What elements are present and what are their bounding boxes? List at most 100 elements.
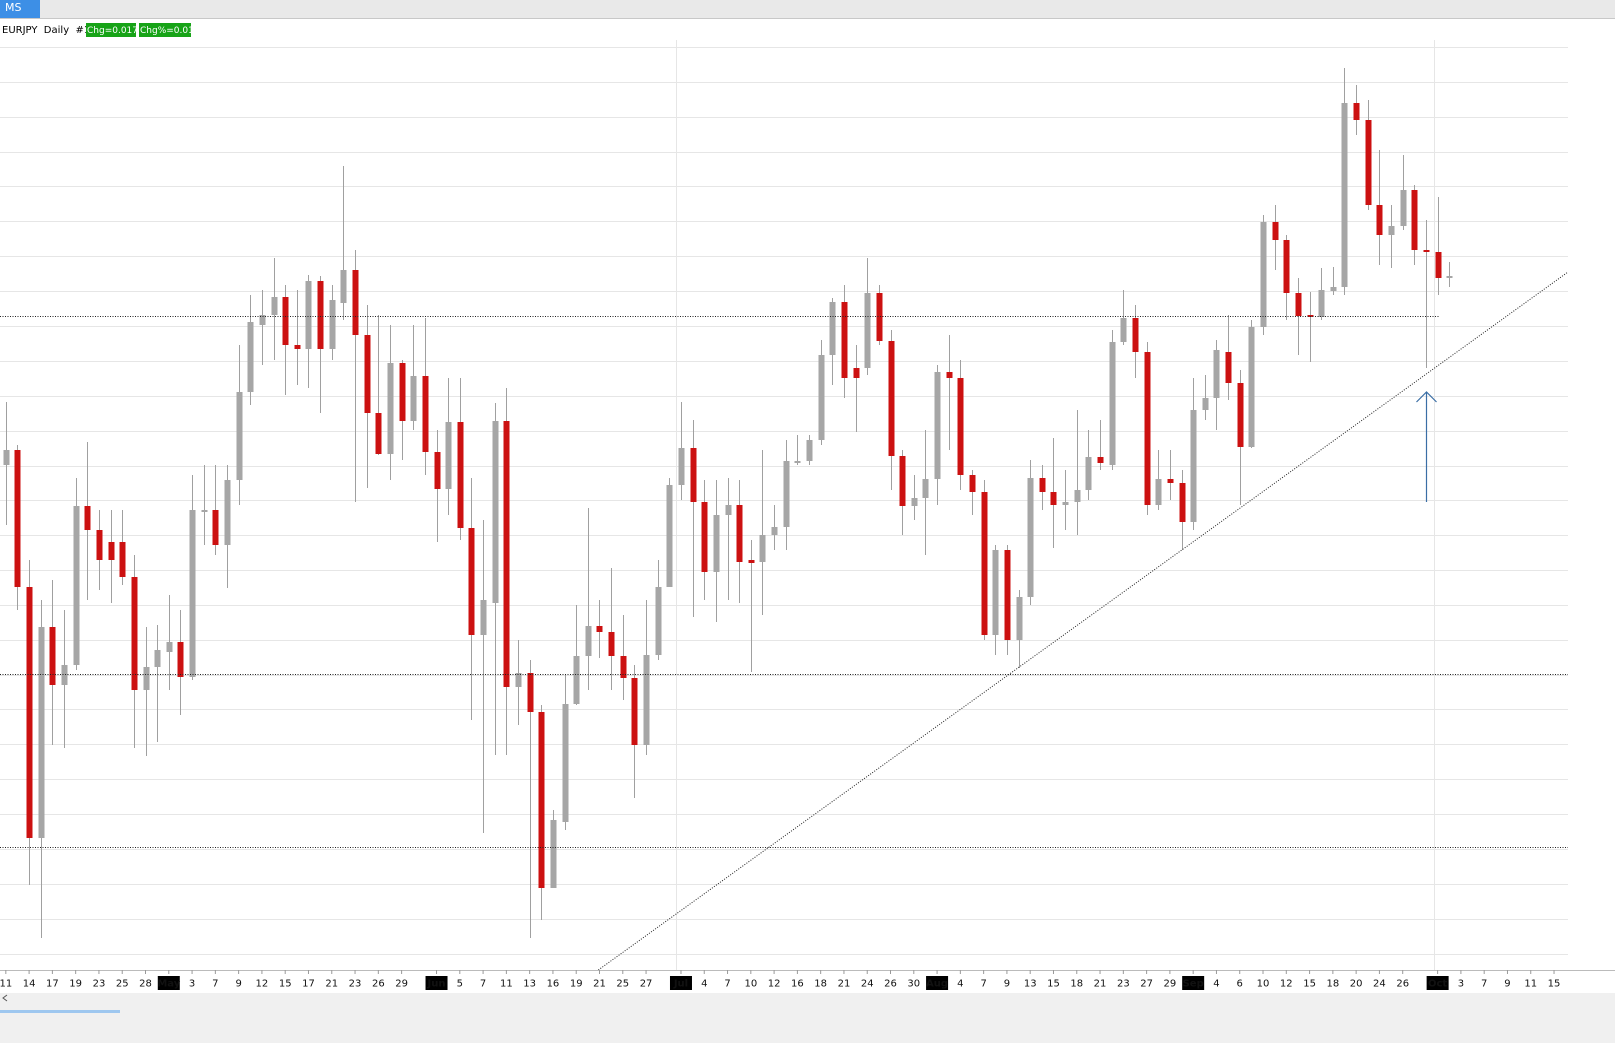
candle-body — [364, 335, 371, 413]
candle-body — [236, 392, 243, 480]
candle-body — [1272, 222, 1279, 240]
candle-body — [713, 515, 720, 572]
trend-line — [598, 271, 1569, 971]
month-label-bg — [669, 976, 692, 990]
candle-body — [49, 627, 56, 685]
candle-body — [596, 626, 603, 632]
candle-body — [1237, 383, 1244, 447]
x-tick-label: 20 — [1350, 979, 1363, 990]
candle-body — [1144, 352, 1151, 505]
candle-body — [1027, 478, 1034, 597]
candle-body — [759, 535, 766, 562]
candle-body — [73, 506, 80, 665]
x-tick-label: 15 — [279, 979, 292, 990]
candle-body — [1062, 502, 1069, 505]
candle-body — [1132, 318, 1139, 352]
x-tick-label: 25 — [116, 979, 129, 990]
candle-body — [1120, 318, 1127, 342]
candle-body — [806, 440, 813, 461]
x-tick-label: 27 — [1140, 979, 1153, 990]
x-tick-label: 13 — [523, 979, 536, 990]
month-label-bg — [1182, 976, 1205, 990]
badge-label: Chg=0.017 — [87, 26, 138, 36]
x-tick-label: 18 — [1070, 979, 1083, 990]
candle-body — [445, 422, 452, 489]
candle-body — [1376, 205, 1383, 235]
candle-body — [841, 302, 848, 378]
x-tick-label: 15 — [1548, 979, 1561, 990]
candle-body — [166, 642, 173, 652]
month-label: Jul — [673, 979, 688, 990]
scroll-thumb[interactable] — [0, 1010, 120, 1013]
candle-body — [818, 355, 825, 440]
x-tick-label: 10 — [744, 979, 757, 990]
scroll-left[interactable] — [2, 994, 8, 1002]
candle-body — [352, 270, 359, 335]
x-tick-label: 11 — [0, 979, 12, 990]
candle-body — [468, 528, 475, 635]
month-label: May — [157, 979, 180, 990]
candle-body — [294, 345, 301, 349]
candle-body — [1400, 190, 1407, 226]
x-tick-label: 7 — [212, 979, 218, 990]
candle-body — [701, 502, 708, 572]
candle-body — [934, 372, 941, 479]
candle-body — [981, 492, 988, 635]
tab[interactable] — [0, 0, 40, 18]
x-tick-label: 27 — [640, 979, 653, 990]
candle-body — [643, 655, 650, 745]
candle-body — [1318, 290, 1325, 317]
candle-body — [1085, 457, 1092, 490]
badge-label: Chg%=0.01 — [140, 26, 194, 36]
candle-body — [957, 378, 964, 475]
candle-body — [387, 363, 394, 454]
candle-body — [375, 413, 382, 454]
candle-body — [573, 656, 580, 704]
candle-body — [899, 456, 906, 506]
candle-body — [1004, 550, 1011, 640]
x-tick-label: 21 — [325, 979, 338, 990]
candle-body — [1167, 479, 1174, 483]
x-tick-label: 16 — [547, 979, 560, 990]
scrollbar[interactable] — [0, 993, 1615, 1043]
candle-body — [282, 297, 289, 345]
x-tick-label: 7 — [480, 979, 486, 990]
candle-body — [1074, 490, 1081, 502]
candle-body — [177, 642, 184, 677]
candle-body — [736, 505, 743, 562]
x-tick-label: 4 — [1213, 979, 1219, 990]
candle-body — [1435, 252, 1442, 278]
x-tick-label: 19 — [69, 979, 82, 990]
candle-body — [1109, 342, 1116, 465]
x-tick-label: 7 — [724, 979, 730, 990]
candle-body — [480, 600, 487, 635]
candle-body — [1050, 492, 1057, 505]
x-tick-label: 4 — [957, 979, 963, 990]
x-tick-label: 23 — [349, 979, 362, 990]
candle-body — [247, 322, 254, 392]
x-tick-label: 23 — [1117, 979, 1130, 990]
month-label: Aug — [926, 979, 948, 990]
x-tick-label: 5 — [457, 979, 463, 990]
x-tick-label: 21 — [1094, 979, 1107, 990]
candle-body — [515, 673, 522, 687]
tab-bar — [0, 0, 1615, 18]
candle-body — [189, 510, 196, 677]
x-tick-label: 7 — [980, 979, 986, 990]
month-label: Oct — [1428, 979, 1447, 990]
x-tick-label: 26 — [372, 979, 385, 990]
candle-body — [1446, 276, 1453, 278]
tab-label[interactable]: MS — [5, 1, 21, 14]
month-label: Jun — [427, 979, 446, 990]
x-tick-label: 11 — [1524, 979, 1537, 990]
candle-body — [1295, 293, 1302, 316]
candle-body — [1202, 398, 1209, 410]
candle-body — [690, 448, 697, 502]
x-tick-label: 18 — [1326, 979, 1339, 990]
candle-body — [608, 632, 615, 656]
candle-body — [457, 422, 464, 528]
candle-body — [1423, 250, 1430, 252]
month-label-bg — [425, 976, 448, 990]
candle-body — [1411, 190, 1418, 250]
